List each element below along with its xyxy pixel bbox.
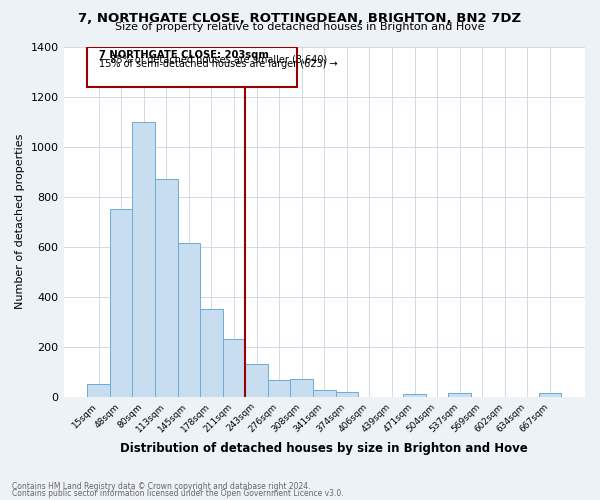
Bar: [335, 392, 358, 396]
Text: 7, NORTHGATE CLOSE, ROTTINGDEAN, BRIGHTON, BN2 7DZ: 7, NORTHGATE CLOSE, ROTTINGDEAN, BRIGHTO…: [79, 12, 521, 26]
Text: ← 85% of detached houses are smaller (3,640): ← 85% of detached houses are smaller (3,…: [98, 54, 327, 64]
Bar: [178, 243, 200, 396]
Bar: [200, 309, 223, 396]
Y-axis label: Number of detached properties: Number of detached properties: [15, 134, 25, 310]
Text: 7 NORTHGATE CLOSE: 203sqm: 7 NORTHGATE CLOSE: 203sqm: [98, 50, 268, 59]
Text: Contains HM Land Registry data © Crown copyright and database right 2024.: Contains HM Land Registry data © Crown c…: [12, 482, 311, 491]
Bar: [268, 380, 290, 396]
Bar: [110, 209, 133, 396]
Bar: [290, 379, 313, 396]
Bar: [403, 394, 426, 396]
X-axis label: Distribution of detached houses by size in Brighton and Hove: Distribution of detached houses by size …: [121, 442, 528, 455]
Bar: [245, 364, 268, 396]
Bar: [448, 393, 471, 396]
FancyBboxPatch shape: [87, 47, 297, 87]
Bar: [133, 122, 155, 396]
Bar: [87, 384, 110, 396]
Bar: [155, 179, 178, 396]
Bar: [223, 339, 245, 396]
Text: 15% of semi-detached houses are larger (623) →: 15% of semi-detached houses are larger (…: [98, 59, 337, 69]
Bar: [313, 390, 335, 396]
Text: Size of property relative to detached houses in Brighton and Hove: Size of property relative to detached ho…: [115, 22, 485, 32]
Text: Contains public sector information licensed under the Open Government Licence v3: Contains public sector information licen…: [12, 490, 344, 498]
Bar: [539, 393, 561, 396]
